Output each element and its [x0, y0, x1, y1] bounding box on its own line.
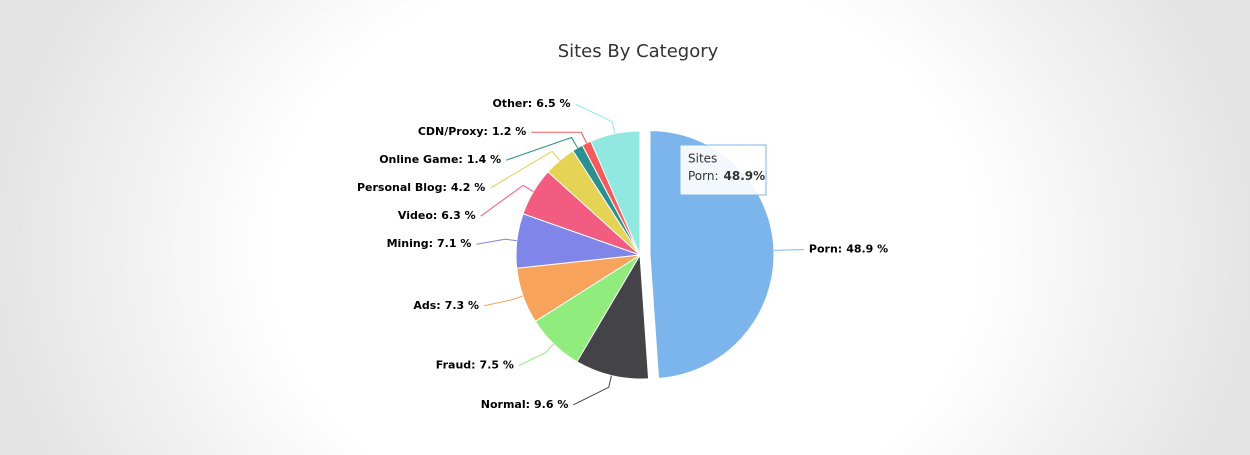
- data-label: Porn: 48.9 %: [809, 243, 888, 256]
- label-category: Normal:: [481, 398, 530, 411]
- label-category: Video:: [398, 209, 437, 222]
- label-category: Personal Blog:: [357, 181, 447, 194]
- data-label: CDN/Proxy: 1.2 %: [418, 125, 526, 138]
- label-category: Online Game:: [379, 153, 463, 166]
- connector: [518, 343, 555, 367]
- connector: [573, 375, 612, 406]
- tooltip-label: Porn:: [688, 169, 719, 183]
- data-label: Personal Blog: 4.2 %: [357, 181, 485, 194]
- connector: [483, 295, 524, 307]
- label-category: Porn:: [809, 243, 842, 256]
- label-category: CDN/Proxy:: [418, 125, 488, 138]
- slice: [576, 253, 650, 380]
- label-value: 6.3 %: [441, 209, 475, 222]
- data-label: Online Game: 1.4 %: [379, 153, 501, 166]
- label-value: 7.5 %: [480, 359, 514, 372]
- connector: [489, 150, 561, 189]
- label-value: 7.1 %: [437, 237, 471, 250]
- data-label: Ads: 7.3 %: [413, 299, 479, 312]
- tooltip-box: [679, 144, 767, 196]
- label-value: 1.4 %: [467, 153, 501, 166]
- label-category: Fraud:: [436, 359, 476, 372]
- label-category: Ads:: [413, 299, 440, 312]
- data-label: Fraud: 7.5 %: [436, 359, 514, 372]
- connector: [476, 238, 517, 245]
- label-category: Other:: [492, 97, 532, 110]
- label-value: 48.9 %: [846, 243, 888, 256]
- data-label: Other: 6.5 %: [492, 97, 570, 110]
- connector: [531, 131, 587, 144]
- data-label: Normal: 9.6 %: [481, 398, 569, 411]
- connector: [575, 103, 616, 134]
- labels: Porn: 48.9 % Normal: 9.6 % Fraud: 7.5 % Ads: 7.…: [357, 97, 888, 411]
- data-label: Mining: 7.1 %: [387, 237, 472, 250]
- connector: [773, 249, 804, 251]
- label-value: 6.5 %: [536, 97, 570, 110]
- label-value: 1.2 %: [492, 125, 526, 138]
- connector: [480, 184, 534, 217]
- tooltip-value: 48.9%: [724, 169, 766, 183]
- tooltip-title: Sites: [688, 152, 717, 166]
- tooltip: Sites Porn: 48.9%: [679, 144, 767, 196]
- label-value: 7.3 %: [445, 299, 479, 312]
- chart-title: Sites By Category: [558, 41, 719, 62]
- tooltip-body: Porn: 48.9%: [688, 169, 765, 183]
- data-label: Video: 6.3 %: [398, 209, 476, 222]
- connector: [506, 136, 578, 161]
- label-value: 4.2 %: [451, 181, 485, 194]
- label-category: Mining:: [387, 237, 433, 250]
- label-value: 9.6 %: [534, 398, 568, 411]
